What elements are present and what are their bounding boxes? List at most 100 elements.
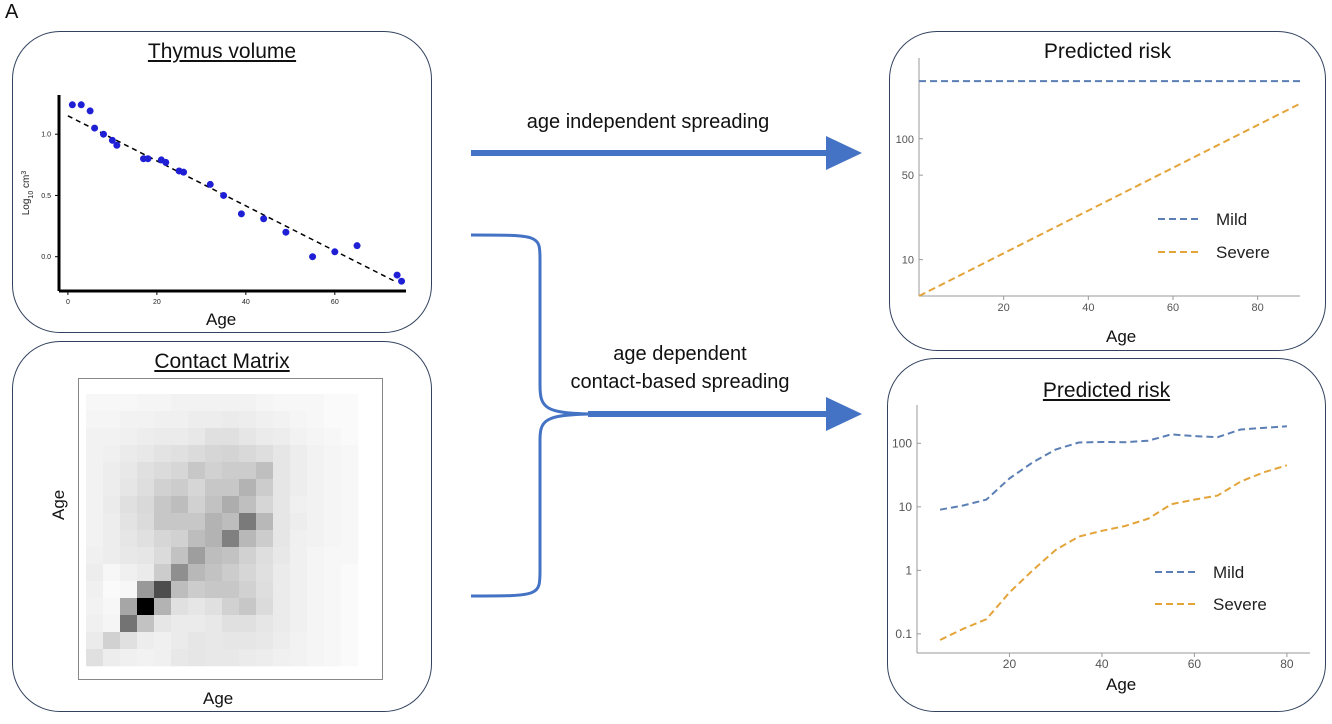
heatmap-cell (188, 649, 206, 667)
heatmap-cell (205, 598, 223, 616)
heatmap-cell (137, 530, 155, 548)
heatmap-cell (273, 462, 291, 480)
heatmap-cell (341, 598, 359, 616)
heatmap-cell (273, 598, 291, 616)
heatmap-cell (171, 428, 189, 446)
heatmap-cell (154, 411, 172, 429)
heatmap-cell (307, 411, 325, 429)
heatmap-cell (205, 632, 223, 650)
heatmap-cell (307, 445, 325, 463)
heatmap-cell (290, 462, 308, 480)
heatmap-cell (154, 615, 172, 633)
thymus-y-tick-label: 0.5 (41, 193, 51, 200)
heatmap-cell (137, 615, 155, 633)
heatmap-cell (103, 445, 121, 463)
heatmap-cell (239, 547, 257, 565)
heatmap-cell (188, 530, 206, 548)
heatmap-cell (324, 632, 342, 650)
predicted-risk-top-panel: Predicted risk Age (889, 31, 1326, 351)
heatmap-cell (341, 479, 359, 497)
heatmap-cell (341, 496, 359, 514)
age-independent-label: age independent spreading (526, 111, 770, 133)
heatmap-cell (222, 394, 240, 412)
heatmap-cell (341, 581, 359, 599)
heatmap-cell (290, 428, 308, 446)
heatmap-cell (171, 513, 189, 531)
thymus-x-tick-label: 60 (331, 299, 339, 306)
heatmap-cell (86, 394, 104, 412)
risk-top-x-tick-label: 40 (1082, 302, 1094, 314)
heatmap-cell (205, 615, 223, 633)
heatmap-cell (290, 411, 308, 429)
heatmap-cell (307, 598, 325, 616)
heatmap-cell (239, 445, 257, 463)
heatmap-cell (137, 581, 155, 599)
heatmap-cell (86, 649, 104, 667)
heatmap-cell (256, 615, 274, 633)
heatmap-cell (103, 462, 121, 480)
thymus-data-point (309, 253, 317, 261)
heatmap-cell (188, 462, 206, 480)
risk-bottom-x-tick-label: 80 (1280, 657, 1294, 671)
heatmap-cell (256, 462, 274, 480)
heatmap-cell (103, 564, 121, 582)
predicted-risk-top-title: Predicted risk (1043, 40, 1172, 63)
heatmap-cell (341, 547, 359, 565)
heatmap-cell (188, 428, 206, 446)
heatmap-cell (222, 530, 240, 548)
heatmap-cell (205, 530, 223, 548)
heatmap-cell (239, 564, 257, 582)
risk-bottom-x-tick-label: 20 (1003, 657, 1017, 671)
heatmap-cell (307, 632, 325, 650)
heatmap-cell (137, 547, 155, 565)
heatmap-cell (205, 411, 223, 429)
predicted-risk-bottom-title: Predicted risk (1042, 379, 1171, 402)
heatmap-cell (290, 547, 308, 565)
heatmap-cell (120, 564, 138, 582)
heatmap-cell (205, 462, 223, 480)
heatmap-cell (324, 649, 342, 667)
thymus-trend-line (67, 115, 398, 284)
thymus-data-point (113, 141, 121, 149)
heatmap-cell (171, 649, 189, 667)
thymus-data-point (162, 158, 170, 166)
heatmap-cell (290, 445, 308, 463)
heatmap-cell (154, 479, 172, 497)
heatmap-cell (222, 496, 240, 514)
heatmap-cell (324, 445, 342, 463)
heatmap-cell (171, 530, 189, 548)
heatmap-cell (103, 411, 121, 429)
heatmap-cell (120, 649, 138, 667)
heatmap-cell (324, 530, 342, 548)
heatmap-cell (290, 530, 308, 548)
heatmap-cell (256, 632, 274, 650)
heatmap-cell (307, 649, 325, 667)
heatmap-cell (222, 462, 240, 480)
heatmap-cell (239, 462, 257, 480)
heatmap-cell (239, 530, 257, 548)
heatmap-cell (222, 598, 240, 616)
contact-matrix-heatmap (78, 378, 383, 680)
thymus-x-axis-label: Age (206, 310, 237, 329)
heatmap-cell (324, 547, 342, 565)
heatmap-cell (86, 564, 104, 582)
heatmap-cell (307, 394, 325, 412)
heatmap-cell (290, 615, 308, 633)
risk-top-series-severe (918, 102, 1301, 297)
heatmap-cell (307, 564, 325, 582)
risk-top-legend-label-severe: Severe (1216, 243, 1270, 262)
heatmap-cell (307, 615, 325, 633)
heatmap-cell (273, 394, 291, 412)
risk-bottom-legend-label-mild: Mild (1213, 563, 1244, 582)
heatmap-cell (120, 428, 138, 446)
thymus-x-tick-label: 0 (66, 299, 70, 306)
thymus-data-point (68, 101, 76, 109)
heatmap-cell (205, 581, 223, 599)
heatmap-cell (154, 394, 172, 412)
heatmap-cell (256, 496, 274, 514)
heatmap-cell (103, 394, 121, 412)
thymus-data-point (180, 168, 188, 176)
heatmap-cell (239, 394, 257, 412)
thymus-data-point (282, 228, 290, 236)
